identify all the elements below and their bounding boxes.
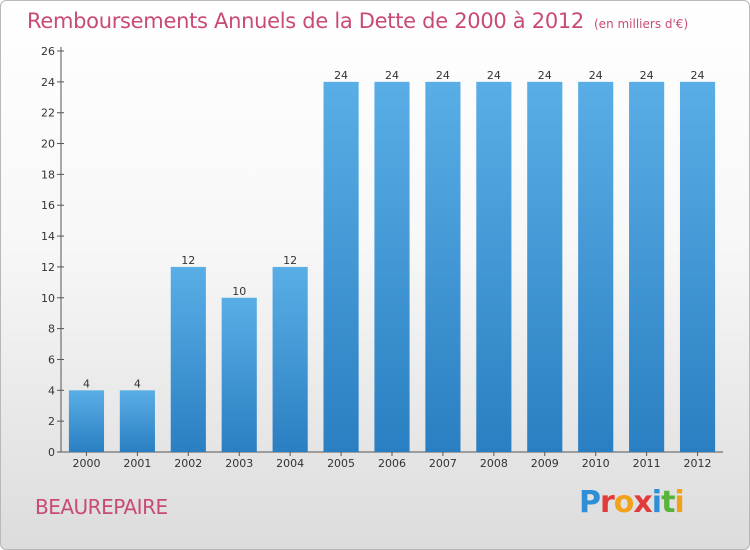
y-tick-label: 26 <box>41 45 55 58</box>
x-tick-label: 2000 <box>72 457 100 470</box>
logo-letter: P <box>579 485 601 520</box>
logo-letter: i <box>651 485 662 520</box>
data-label-2010: 24 <box>589 69 603 82</box>
y-tick-label: 18 <box>41 168 55 181</box>
bar-labels: 4 4 12 10 12 24 24 24 24 24 24 24 24 <box>83 69 705 390</box>
bar-2001 <box>119 390 155 452</box>
bar-2010 <box>578 81 614 452</box>
bar-2004 <box>272 266 308 452</box>
bar-2007 <box>425 81 461 452</box>
bar-2011 <box>629 81 665 452</box>
x-axis: 2000 2001 2002 2003 2004 2005 2006 2007 2008 2009… <box>61 451 723 470</box>
logo-letter: i <box>674 485 684 520</box>
data-label-2001: 4 <box>134 377 141 390</box>
chart-unit: (en milliers d'€) <box>594 17 689 31</box>
y-tick-label: 8 <box>48 323 55 336</box>
y-tick-label: 6 <box>48 353 55 366</box>
bars <box>68 81 716 452</box>
chart-title: Remboursements Annuels de la Dette de 20… <box>27 9 688 33</box>
data-label-2005: 24 <box>334 69 348 82</box>
x-tick-label: 2009 <box>531 457 559 470</box>
logo-letter: r <box>600 485 615 520</box>
data-label-2011: 24 <box>640 69 654 82</box>
y-tick-label: 22 <box>41 107 55 120</box>
x-tick-label: 2006 <box>378 457 406 470</box>
y-tick-label: 10 <box>41 292 55 305</box>
x-tick-label: 2001 <box>123 457 151 470</box>
y-tick-label: 24 <box>41 76 55 89</box>
bar-2008 <box>476 81 512 452</box>
x-tick-label: 2010 <box>582 457 610 470</box>
data-label-2008: 24 <box>487 69 501 82</box>
bar-2000 <box>68 390 105 452</box>
data-label-2012: 24 <box>691 69 705 82</box>
logo-letter: t <box>661 485 675 520</box>
town-name: BEAUREPAIRE <box>35 495 168 519</box>
y-tick-label: 0 <box>48 446 55 459</box>
data-label-2004: 12 <box>283 254 297 267</box>
proxiti-logo[interactable]: Proxiti <box>579 485 685 520</box>
data-label-2007: 24 <box>436 69 450 82</box>
data-label-2009: 24 <box>538 69 552 82</box>
y-tick-label: 16 <box>41 199 55 212</box>
logo-letter: o <box>613 485 635 520</box>
x-tick-label: 2011 <box>633 457 661 470</box>
data-label-2002: 12 <box>181 254 195 267</box>
y-tick-label: 4 <box>48 384 55 397</box>
x-tick-label: 2008 <box>480 457 508 470</box>
bar-2002 <box>170 266 206 452</box>
bar-2005 <box>323 81 359 452</box>
y-tick-label: 2 <box>48 415 55 428</box>
y-tick-label: 12 <box>41 261 55 274</box>
x-tick-label: 2004 <box>276 457 304 470</box>
x-tick-label: 2005 <box>327 457 355 470</box>
bar-2009 <box>527 81 563 452</box>
x-tick-label: 2012 <box>684 457 712 470</box>
data-label-2006: 24 <box>385 69 399 82</box>
x-tick-label: 2007 <box>429 457 457 470</box>
y-tick-label: 20 <box>41 138 55 151</box>
y-tick-label: 14 <box>41 230 55 243</box>
logo-letter: x <box>633 485 652 520</box>
x-tick-label: 2003 <box>225 457 253 470</box>
bar-2003 <box>221 297 257 452</box>
bar-2006 <box>374 81 410 452</box>
data-label-2003: 10 <box>232 285 246 298</box>
bar-2012 <box>679 81 716 452</box>
data-label-2000: 4 <box>83 377 90 390</box>
chart-title-text: Remboursements Annuels de la Dette de 20… <box>27 9 584 33</box>
x-tick-label: 2002 <box>174 457 202 470</box>
